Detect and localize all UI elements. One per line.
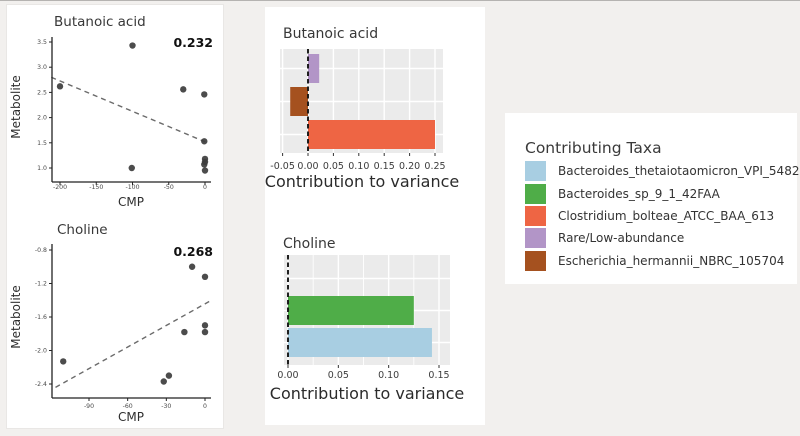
x-tick-label: -200 <box>53 184 67 191</box>
scatter-chart-choline: Choline 0.268 -0.8 -1.2 -1.6 -2.0 -2.4 -90 -60 -3… <box>9 222 213 424</box>
contribution-bar <box>288 296 414 325</box>
x-tick-label: -30 <box>161 403 171 410</box>
legend-color-swatch <box>525 228 546 249</box>
x-tick-label: 0.00 <box>277 370 298 381</box>
legend-item-label: Bacteroides_thetaiotaomicron_VPI_5482 <box>558 164 800 179</box>
x-tick-label: -100 <box>125 184 139 191</box>
correlation-value: 0.268 <box>173 244 213 259</box>
x-tick-label: 0 <box>203 184 207 191</box>
scatter-point <box>181 328 188 336</box>
y-tick-label: -2.4 <box>35 381 47 388</box>
correlation-value: 0.232 <box>173 35 213 50</box>
x-tick-label: 0.20 <box>399 161 420 172</box>
y-tick-label: 1.0 <box>37 165 47 172</box>
x-tick-label: 0.05 <box>328 370 349 381</box>
scatter-point <box>165 372 173 379</box>
legend-color-swatch <box>525 161 546 182</box>
scatter-point <box>201 167 209 174</box>
legend-color-swatch <box>525 250 546 271</box>
legend-item: Escherichia_hermannii_NBRC_105704 <box>505 250 797 272</box>
contribution-bar <box>288 328 432 357</box>
scatter-point <box>180 86 187 93</box>
y-tick-label: 3.0 <box>37 64 47 71</box>
trend-line <box>51 76 209 144</box>
y-tick-label: 3.5 <box>37 39 47 46</box>
x-tick-label: -60 <box>123 403 133 410</box>
x-tick-label: -0.05 <box>270 161 295 172</box>
chart-title: Choline <box>57 222 108 238</box>
legend-item-label: Rare/Low-abundance <box>558 231 685 246</box>
legend-item-label: Escherichia_hermannii_NBRC_105704 <box>558 253 785 268</box>
x-axis-label: CMP <box>118 195 144 209</box>
legend-item: Bacteroides_thetaiotaomicron_VPI_5482 <box>505 160 800 182</box>
trend-line <box>55 299 212 388</box>
scatter-point <box>188 263 196 270</box>
contribution-bar <box>308 120 435 149</box>
x-tick-label: 0.15 <box>374 161 395 172</box>
scatter-point <box>201 273 209 280</box>
y-axis-label: Metabolite <box>9 75 23 139</box>
scatter-point <box>60 358 67 365</box>
legend-item: Bacteroides_sp_9_1_42FAA <box>505 182 797 204</box>
x-axis-label: Contribution to variance <box>270 384 464 403</box>
x-tick-label: 0.05 <box>323 161 344 172</box>
x-tick-label: 0.00 <box>297 161 318 172</box>
chart-title: Butanoic acid <box>283 26 378 42</box>
legend-item: Rare/Low-abundance <box>505 227 797 249</box>
scatter-point <box>129 42 136 49</box>
x-tick-label: 0.10 <box>348 161 369 172</box>
scatter-point <box>160 378 167 385</box>
y-tick-label: 2.5 <box>37 89 47 96</box>
scatter-point <box>201 322 209 329</box>
contribution-bar <box>308 54 320 83</box>
x-axis-label: Contribution to variance <box>265 172 459 191</box>
y-axis-label: Metabolite <box>9 285 23 349</box>
x-tick-label: 0.10 <box>378 370 399 381</box>
scatter-point <box>201 161 208 168</box>
x-tick-label: -150 <box>89 184 103 191</box>
legend-color-swatch <box>525 205 546 226</box>
legend-item: Clostridium_bolteae_ATCC_BAA_613 <box>505 205 797 227</box>
bar-chart-choline: Choline 0.00 0.05 0.10 0.15 Contribution to v… <box>270 236 464 403</box>
y-tick-label: -1.6 <box>35 314 47 321</box>
x-tick-label: -50 <box>164 184 174 191</box>
x-tick-label: 0.25 <box>424 161 445 172</box>
chart-title: Butanoic acid <box>54 14 146 30</box>
y-tick-label: -2.0 <box>35 348 47 355</box>
legend-card: Contributing Taxa Bacteroides_thetaiotao… <box>505 113 800 284</box>
x-axis-label: CMP <box>118 410 144 424</box>
scatter-point <box>128 164 135 172</box>
contribution-bar <box>290 87 308 116</box>
legend-title: Contributing Taxa <box>525 139 662 157</box>
y-tick-label: 1.5 <box>37 140 47 147</box>
x-tick-label: -90 <box>84 403 94 410</box>
legend-item-label: Bacteroides_sp_9_1_42FAA <box>558 186 720 201</box>
legend-color-swatch <box>525 183 546 204</box>
scatter-point <box>201 328 209 336</box>
legend-items: Bacteroides_thetaiotaomicron_VPI_5482 Bac… <box>505 160 800 272</box>
scatter-plots-card: Butanoic acid 0.232 3.5 3.0 2.5 2.0 1.5 1.0 -200… <box>6 4 224 429</box>
scatter-point <box>201 138 208 145</box>
y-tick-label: -1.2 <box>35 281 47 288</box>
scatter-point <box>201 91 208 98</box>
y-tick-label: 2.0 <box>37 115 47 122</box>
bar-chart-butanoic-acid: Butanoic acid -0.05 0.00 0.05 0.10 0.15 0.20 0.… <box>265 26 459 191</box>
legend-item-label: Clostridium_bolteae_ATCC_BAA_613 <box>558 208 775 223</box>
scatter-chart-butanoic-acid: Butanoic acid 0.232 3.5 3.0 2.5 2.0 1.5 1.0 -200… <box>9 14 213 209</box>
bar-charts-card: Butanoic acid -0.05 0.00 0.05 0.10 0.15 0.20 0.… <box>265 7 485 425</box>
y-tick-label: -0.8 <box>35 247 47 254</box>
x-tick-label: 0.15 <box>428 370 449 381</box>
x-tick-label: 0 <box>203 403 207 410</box>
top-border-line <box>0 0 800 1</box>
scatter-point <box>56 83 64 90</box>
chart-title: Choline <box>283 236 335 252</box>
